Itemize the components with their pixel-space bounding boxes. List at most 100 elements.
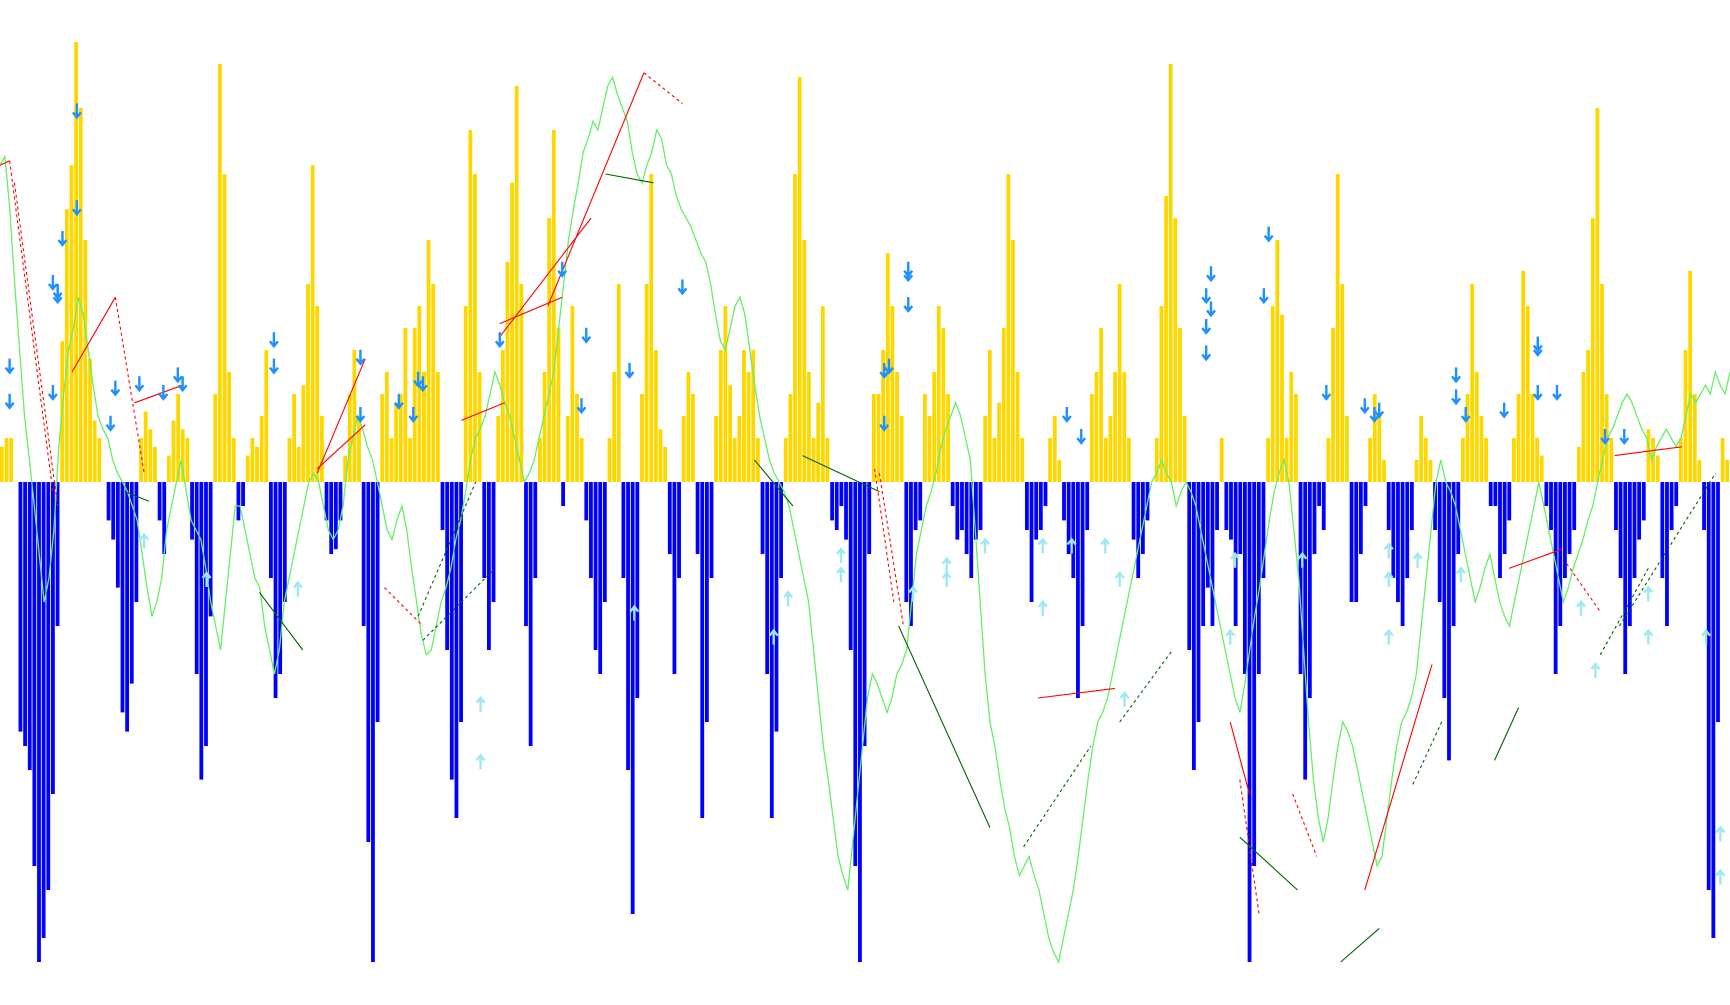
negative-bar <box>602 482 607 602</box>
positive-bar <box>4 438 9 482</box>
negative-bar <box>491 482 496 602</box>
price-line <box>0 75 1730 964</box>
negative-bar <box>1660 482 1665 578</box>
arrow-up-icon <box>293 580 303 597</box>
arrow-head <box>172 375 183 384</box>
arrow-down-icon <box>172 367 183 384</box>
bearish-divergence-line <box>1364 664 1433 891</box>
positive-bar <box>895 372 899 482</box>
arrow-down-icon <box>903 266 914 283</box>
negative-bar <box>1085 482 1090 530</box>
bearish-divergence-line <box>874 468 895 603</box>
negative-bar <box>848 482 853 650</box>
arrow-head <box>1076 437 1087 445</box>
bearish-divergence-line <box>0 160 10 166</box>
negative-bar <box>1256 482 1261 674</box>
positive-bar <box>510 182 514 483</box>
positive-bar <box>1377 416 1382 482</box>
positive-bar <box>941 328 946 482</box>
arrow-up-icon <box>1037 537 1048 554</box>
positive-bar <box>1414 460 1419 482</box>
negative-bar <box>774 482 779 732</box>
arrow-head <box>393 402 404 410</box>
positive-bar <box>658 429 663 482</box>
arrow-up-icon <box>1119 691 1130 707</box>
positive-bar <box>1127 438 1131 482</box>
negative-bar <box>482 482 487 578</box>
negative-bar <box>672 482 677 674</box>
positive-bar <box>1720 438 1725 482</box>
arrow-down-icon <box>1532 341 1543 357</box>
positive-bar <box>1423 438 1428 482</box>
arrow-head <box>908 585 918 594</box>
positive-bar <box>250 438 255 482</box>
positive-bar <box>426 240 431 482</box>
negative-bar <box>273 482 278 698</box>
negative-bar <box>269 482 273 578</box>
negative-bar <box>41 482 46 938</box>
negative-bar <box>769 482 774 818</box>
positive-bar <box>422 372 426 482</box>
positive-bar <box>259 416 264 482</box>
positive-bar <box>473 174 477 482</box>
negative-bar <box>32 482 37 866</box>
positive-bar <box>1419 416 1424 482</box>
negative-bar <box>1358 482 1363 554</box>
bullish-divergence-line <box>422 568 496 641</box>
positive-bar <box>292 394 296 482</box>
arrow-head <box>475 753 486 762</box>
arrow-down-icon <box>581 327 592 344</box>
arrow-down-icon <box>1201 288 1212 305</box>
negative-bar <box>27 482 32 770</box>
arrow-head <box>677 287 688 296</box>
positive-bar <box>166 455 171 482</box>
arrow-head <box>576 406 587 415</box>
negative-bar <box>1567 482 1572 554</box>
positive-bar <box>816 402 821 482</box>
positive-bar <box>1331 328 1335 482</box>
positive-bar <box>946 394 950 482</box>
arrow-head <box>268 366 279 375</box>
bearish-divergence-line <box>878 473 904 627</box>
negative-bar <box>765 482 770 674</box>
bullish-divergence-line <box>1412 721 1443 785</box>
bullish-divergence-line <box>1340 927 1380 963</box>
positive-bar <box>1516 394 1521 482</box>
negative-bar <box>1405 482 1410 578</box>
negative-bar <box>1224 482 1229 530</box>
negative-bar <box>844 482 848 540</box>
arrow-up-icon <box>1576 599 1586 616</box>
positive-bar <box>296 446 301 482</box>
negative-bar <box>1502 482 1507 554</box>
signal-arrows <box>4 103 1726 885</box>
arrow-head <box>1061 415 1072 423</box>
positive-bar <box>1289 372 1294 482</box>
negative-bar <box>695 482 700 554</box>
positive-bar <box>732 438 737 482</box>
arrow-head <box>1715 825 1726 834</box>
arrow-head <box>884 366 894 375</box>
positive-bar <box>1655 455 1660 482</box>
negative-bar <box>236 482 241 521</box>
positive-bar <box>9 438 14 482</box>
positive-bar <box>922 394 927 482</box>
negative-bar <box>1716 482 1720 722</box>
negative-bar <box>366 482 371 842</box>
positive-bar <box>1590 218 1595 482</box>
negative-bar <box>1641 482 1646 521</box>
negative-bar <box>371 482 375 962</box>
positive-bar <box>1535 438 1539 482</box>
arrow-head <box>105 424 116 432</box>
arrow-head <box>413 380 424 388</box>
positive-bar <box>1275 240 1280 482</box>
negative-bar <box>1080 482 1085 626</box>
positive-bar <box>1539 455 1544 482</box>
negative-bar <box>593 482 598 650</box>
arrow-down-icon <box>268 332 279 349</box>
positive-bar <box>1576 446 1581 482</box>
arrow-down-icon <box>57 231 68 247</box>
positive-bar <box>1586 350 1591 482</box>
negative-bar <box>1043 482 1048 506</box>
arrow-up-icon <box>908 585 918 602</box>
positive-bar <box>1280 314 1284 482</box>
